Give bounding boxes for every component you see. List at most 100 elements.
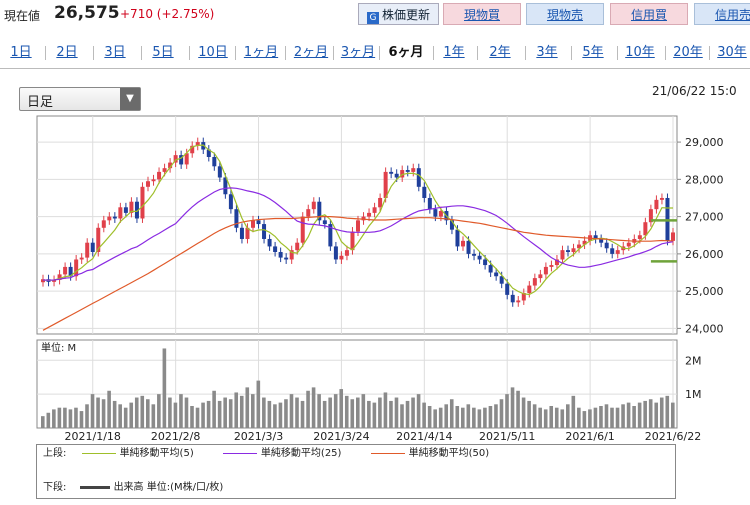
candle-body — [449, 220, 454, 230]
tab-1[interactable]: 2日 — [56, 45, 78, 60]
volume-bar — [344, 395, 349, 428]
candle-body — [554, 259, 559, 266]
candle-body — [350, 231, 355, 251]
candle-body — [85, 242, 90, 258]
volume-bar — [588, 409, 592, 428]
candle-body — [499, 276, 504, 284]
volume-bar — [46, 412, 51, 428]
volume-bar — [472, 407, 476, 428]
spot-buy-button[interactable]: 現物買 — [443, 3, 521, 25]
tab-8[interactable]: 6ヶ月 — [382, 38, 430, 68]
volume-bar — [322, 400, 327, 428]
series-line-ma50 — [42, 216, 673, 331]
candle-body — [134, 201, 139, 219]
volume-bar — [610, 407, 614, 428]
volume-bar — [212, 390, 216, 428]
tab-2[interactable]: 3日 — [104, 45, 126, 60]
candle-body — [361, 216, 366, 221]
tab-0[interactable]: 1日 — [10, 45, 32, 60]
tab-15[interactable]: 30年 — [717, 45, 747, 60]
volume-bar — [571, 395, 576, 428]
candle-body — [123, 207, 128, 213]
tab-5[interactable]: 1ヶ月 — [243, 45, 279, 60]
tab-11[interactable]: 3年 — [536, 45, 558, 60]
candle-body — [251, 220, 255, 228]
volume-bar — [339, 389, 344, 428]
volume-bar — [206, 400, 211, 428]
volume-bar — [383, 392, 388, 428]
candle-body — [306, 209, 311, 217]
candle-body — [538, 274, 543, 279]
candle-body — [637, 235, 642, 239]
volume-bar — [107, 390, 111, 428]
price-tick-label: 25,000 — [685, 285, 724, 298]
volume-bar — [521, 397, 526, 428]
volume-bar — [74, 407, 78, 428]
volume-bar — [378, 397, 382, 428]
candle-body — [593, 235, 598, 239]
volume-bar — [57, 407, 62, 428]
candle-body — [328, 224, 333, 247]
volume-tick-label: 2M — [685, 354, 702, 367]
candle-body — [477, 255, 482, 260]
tab-14[interactable]: 20年 — [673, 45, 703, 60]
volume-bar — [505, 394, 509, 428]
volume-bar — [372, 402, 377, 428]
candle-body — [516, 300, 521, 303]
tab-10[interactable]: 2年 — [489, 45, 511, 60]
volume-bar — [85, 404, 89, 428]
volume-bar — [295, 397, 299, 428]
tab-6[interactable]: 2ヶ月 — [293, 45, 329, 60]
volume-bar — [223, 397, 227, 428]
chart-legend: 上段: 単純移動平均(5) 単純移動平均(25) 単純移動平均(50) 下段: … — [36, 444, 676, 499]
candle-body — [532, 278, 537, 286]
candle-body — [372, 207, 377, 213]
candle-body — [52, 279, 57, 282]
tab-3[interactable]: 5日 — [152, 45, 174, 60]
candle-body — [195, 142, 200, 146]
volume-bar — [593, 407, 598, 428]
x-tick-label: 2021/3/3 — [234, 430, 283, 443]
spot-sell-button[interactable]: 現物売 — [526, 3, 604, 25]
volume-bar — [427, 406, 432, 428]
volume-bar — [405, 400, 410, 428]
candle-body — [295, 242, 300, 251]
volume-bar — [118, 404, 122, 428]
candle-body — [101, 220, 106, 228]
margin-sell-button[interactable]: 信用売 — [694, 3, 750, 25]
tab-9[interactable]: 1年 — [443, 45, 465, 60]
candle-body — [234, 209, 239, 228]
candle-body — [411, 168, 416, 172]
volume-bar — [499, 399, 504, 428]
candle-body — [510, 294, 515, 303]
x-tick-label: 2021/3/24 — [313, 430, 369, 443]
volume-bar — [306, 390, 310, 428]
volume-bar — [582, 411, 587, 428]
volume-bar — [52, 409, 56, 428]
candle-body — [179, 155, 184, 165]
tab-4[interactable]: 10日 — [198, 45, 228, 60]
candle-body — [599, 238, 604, 243]
volume-bar — [201, 402, 205, 428]
margin-buy-button[interactable]: 信用買 — [610, 3, 688, 25]
series-line-ma25 — [42, 187, 674, 281]
candle-body — [610, 248, 615, 254]
interval-select-value: 日足 — [27, 95, 54, 110]
candle-body — [671, 232, 675, 241]
interval-select[interactable]: 日足 ▼ — [19, 87, 141, 111]
refresh-price-button[interactable]: G 株価更新 — [358, 3, 439, 25]
refresh-icon: G — [366, 12, 379, 24]
volume-bar — [444, 404, 449, 428]
candle-body — [461, 240, 465, 247]
tab-12[interactable]: 5年 — [582, 45, 604, 60]
volume-bar — [416, 394, 421, 428]
volume-bar — [411, 397, 415, 428]
candle-body — [239, 227, 244, 239]
volume-bar — [438, 407, 443, 428]
tab-13[interactable]: 10年 — [625, 45, 655, 60]
tab-7[interactable]: 3ヶ月 — [340, 45, 376, 60]
candle-body — [74, 259, 79, 277]
price-tick-label: 27,000 — [685, 211, 724, 224]
candle-body — [438, 211, 443, 217]
candle-body — [333, 246, 338, 260]
